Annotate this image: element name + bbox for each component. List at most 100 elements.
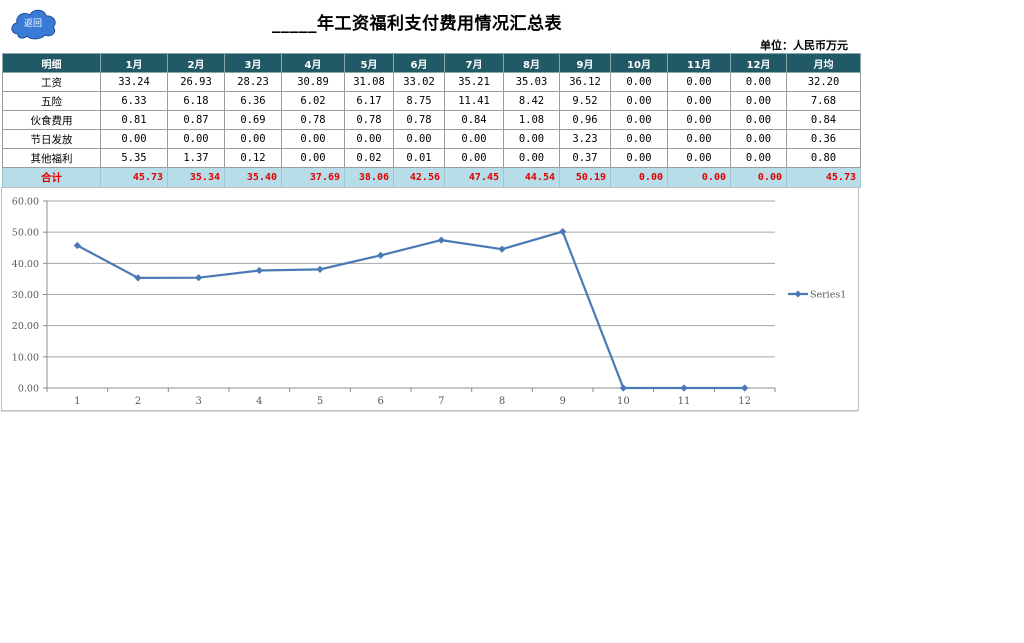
row-label[interactable]: 工资 [2, 72, 101, 92]
table-cell[interactable]: 0.00 [667, 91, 731, 111]
table-cell[interactable]: 0.00 [730, 129, 787, 149]
table-cell[interactable]: 0.00 [730, 148, 787, 168]
table-cell[interactable]: 1.08 [503, 110, 560, 130]
table-cell[interactable]: 0.80 [786, 148, 861, 168]
table-cell[interactable]: 36.12 [559, 72, 611, 92]
total-cell[interactable]: 44.54 [503, 167, 560, 188]
table-cell[interactable]: 5.35 [100, 148, 168, 168]
column-header: 9月 [559, 53, 611, 73]
table-cell[interactable]: 0.00 [610, 110, 668, 130]
table-cell[interactable]: 0.12 [224, 148, 282, 168]
x-tick-label: 4 [256, 396, 262, 407]
table-cell[interactable]: 0.00 [503, 148, 560, 168]
row-label[interactable]: 五险 [2, 91, 101, 111]
table-cell[interactable]: 6.18 [167, 91, 225, 111]
table-cell[interactable]: 0.00 [444, 148, 504, 168]
table-cell[interactable]: 8.75 [393, 91, 445, 111]
table-cell[interactable]: 1.37 [167, 148, 225, 168]
total-cell[interactable]: 42.56 [393, 167, 445, 188]
column-header: 7月 [444, 53, 504, 73]
cloud-shape-icon [11, 9, 56, 40]
row-label[interactable]: 其他福利 [2, 148, 101, 168]
table-cell[interactable]: 0.36 [786, 129, 861, 149]
table-cell[interactable]: 0.00 [730, 110, 787, 130]
total-cell[interactable]: 0.00 [730, 167, 787, 188]
table-cell[interactable]: 0.00 [610, 148, 668, 168]
table-cell[interactable]: 28.23 [224, 72, 282, 92]
table-cell[interactable]: 9.52 [559, 91, 611, 111]
table-cell[interactable]: 33.02 [393, 72, 445, 92]
total-cell[interactable]: 35.40 [224, 167, 282, 188]
table-cell[interactable]: 7.68 [786, 91, 861, 111]
table-cell[interactable]: 35.03 [503, 72, 560, 92]
total-cell[interactable]: 35.34 [167, 167, 225, 188]
row-label[interactable]: 伙食费用 [2, 110, 101, 130]
table-cell[interactable]: 0.78 [344, 110, 394, 130]
total-cell[interactable]: 0.00 [610, 167, 668, 188]
table-cell[interactable]: 0.78 [393, 110, 445, 130]
table-cell[interactable]: 0.96 [559, 110, 611, 130]
total-cell[interactable]: 0.00 [667, 167, 731, 188]
table-cell[interactable]: 0.78 [281, 110, 345, 130]
table-cell[interactable]: 0.00 [393, 129, 445, 149]
data-point [195, 274, 203, 282]
column-header: 11月 [667, 53, 731, 73]
table-cell[interactable]: 6.33 [100, 91, 168, 111]
table-cell[interactable]: 0.00 [667, 148, 731, 168]
table-cell[interactable]: 30.89 [281, 72, 345, 92]
page-title: _____年工资福利支付费用情况汇总表 [272, 14, 562, 34]
table-cell[interactable]: 0.81 [100, 110, 168, 130]
y-tick-label: 30.00 [12, 290, 39, 301]
table-cell[interactable]: 11.41 [444, 91, 504, 111]
total-cell[interactable]: 38.06 [344, 167, 394, 188]
back-button[interactable]: 返回 [8, 6, 58, 40]
table-cell[interactable]: 6.36 [224, 91, 282, 111]
table-cell[interactable]: 0.00 [667, 110, 731, 130]
table-cell[interactable]: 8.42 [503, 91, 560, 111]
data-point [437, 236, 445, 244]
x-tick-label: 7 [438, 396, 444, 407]
table-cell[interactable]: 0.00 [224, 129, 282, 149]
table-cell[interactable]: 0.00 [281, 129, 345, 149]
table-cell[interactable]: 0.87 [167, 110, 225, 130]
table-row: 工资 33.24 26.93 28.23 30.89 31.08 33.02 35.21 35.… [2, 72, 861, 92]
total-cell[interactable]: 37.69 [281, 167, 345, 188]
table-cell[interactable]: 35.21 [444, 72, 504, 92]
table-cell[interactable]: 0.01 [393, 148, 445, 168]
total-cell[interactable]: 50.19 [559, 167, 611, 188]
column-header: 10月 [610, 53, 668, 73]
table-cell[interactable]: 0.00 [100, 129, 168, 149]
unit-label: 单位：人民币万元 [760, 39, 848, 52]
table-cell[interactable]: 0.37 [559, 148, 611, 168]
table-cell[interactable]: 6.02 [281, 91, 345, 111]
table-cell[interactable]: 3.23 [559, 129, 611, 149]
table-cell[interactable]: 0.69 [224, 110, 282, 130]
table-cell[interactable]: 33.24 [100, 72, 168, 92]
table-cell[interactable]: 0.02 [344, 148, 394, 168]
table-cell[interactable]: 0.00 [610, 72, 668, 92]
y-tick-label: 0.00 [18, 384, 39, 395]
total-cell[interactable]: 45.73 [786, 167, 861, 188]
table-cell[interactable]: 0.00 [444, 129, 504, 149]
table-cell[interactable]: 0.00 [610, 129, 668, 149]
table-cell[interactable]: 0.00 [730, 72, 787, 92]
table-cell[interactable]: 0.00 [167, 129, 225, 149]
total-cell[interactable]: 45.73 [100, 167, 168, 188]
table-cell[interactable]: 0.00 [730, 91, 787, 111]
total-label[interactable]: 合计 [2, 167, 101, 188]
table-cell[interactable]: 0.00 [281, 148, 345, 168]
row-label[interactable]: 节日发放 [2, 129, 101, 149]
table-cell[interactable]: 0.00 [667, 72, 731, 92]
table-cell[interactable]: 6.17 [344, 91, 394, 111]
table-cell[interactable]: 0.00 [667, 129, 731, 149]
table-cell[interactable]: 32.20 [786, 72, 861, 92]
table-cell[interactable]: 0.84 [444, 110, 504, 130]
total-cell[interactable]: 47.45 [444, 167, 504, 188]
table-cell[interactable]: 0.00 [503, 129, 560, 149]
table-cell[interactable]: 0.00 [344, 129, 394, 149]
table-cell[interactable]: 31.08 [344, 72, 394, 92]
table-cell[interactable]: 0.84 [786, 110, 861, 130]
table-cell[interactable]: 0.00 [610, 91, 668, 111]
table-cell[interactable]: 26.93 [167, 72, 225, 92]
line-chart: 0.00 10.00 20.00 30.00 40.00 50.00 60.00 1 2 3 4 5 6… [1, 187, 859, 411]
